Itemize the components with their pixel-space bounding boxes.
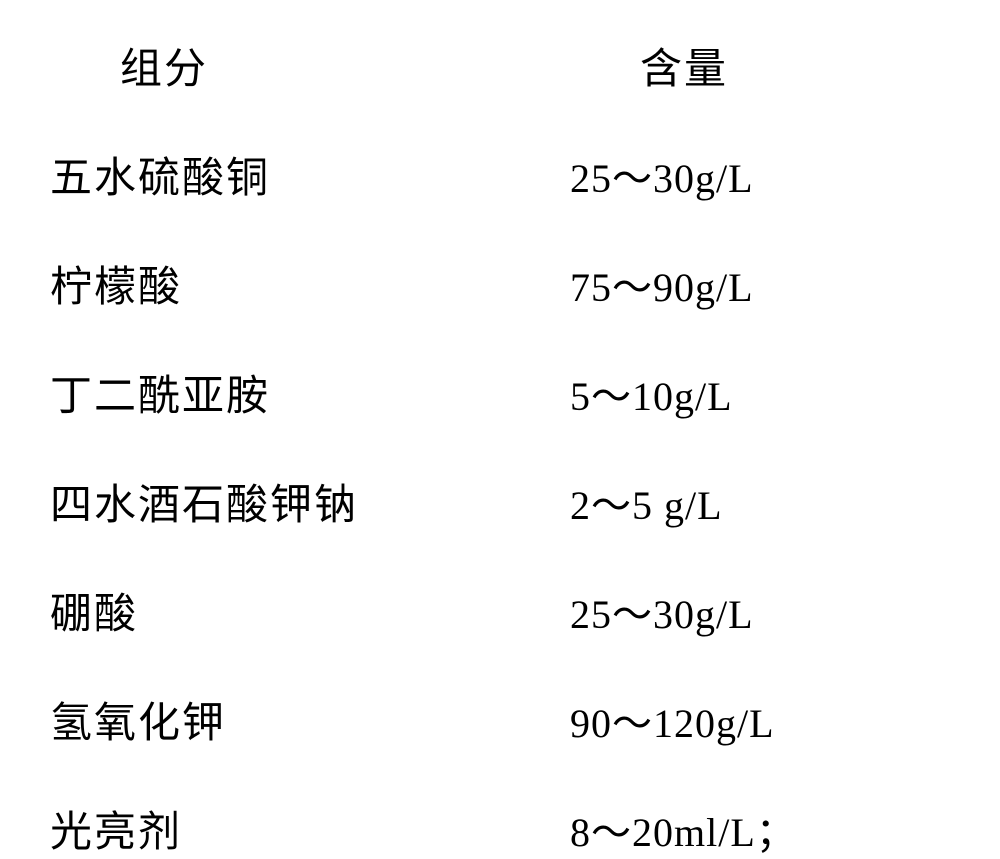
table-row: 五水硫酸铜 25～30g/L — [50, 144, 950, 205]
table-row: 丁二酰亚胺 5～10g/L — [50, 362, 950, 423]
table-row: 氢氧化钾 90～120g/L — [50, 689, 950, 750]
content-cell: 2～5 g/L — [570, 473, 950, 531]
component-cell: 光亮剂 — [50, 798, 570, 859]
content-cell: 8～20ml/L； — [570, 800, 950, 858]
content-cell: 25～30g/L — [570, 146, 950, 204]
content-cell: 90～120g/L — [570, 691, 950, 749]
table-row: 四水酒石酸钾钠 2～5 g/L — [50, 471, 950, 532]
content-cell: 5～10g/L — [570, 364, 950, 422]
content-cell: 25～30g/L — [570, 582, 950, 640]
table-header-row: 组分 含量 — [50, 35, 950, 96]
table-row: 硼酸 25～30g/L — [50, 580, 950, 641]
component-cell: 硼酸 — [50, 580, 570, 641]
component-cell: 四水酒石酸钾钠 — [50, 471, 570, 532]
component-cell: 柠檬酸 — [50, 253, 570, 314]
column-header-component: 组分 — [50, 35, 570, 96]
component-cell: 氢氧化钾 — [50, 689, 570, 750]
table-row: 柠檬酸 75～90g/L — [50, 253, 950, 314]
component-cell: 丁二酰亚胺 — [50, 362, 570, 423]
table-row: 光亮剂 8～20ml/L； — [50, 798, 950, 859]
column-header-content: 含量 — [570, 35, 950, 96]
composition-table: 组分 含量 五水硫酸铜 25～30g/L 柠檬酸 75～90g/L 丁二酰亚胺 … — [50, 35, 950, 757]
component-cell: 五水硫酸铜 — [50, 144, 570, 205]
content-cell: 75～90g/L — [570, 255, 950, 313]
